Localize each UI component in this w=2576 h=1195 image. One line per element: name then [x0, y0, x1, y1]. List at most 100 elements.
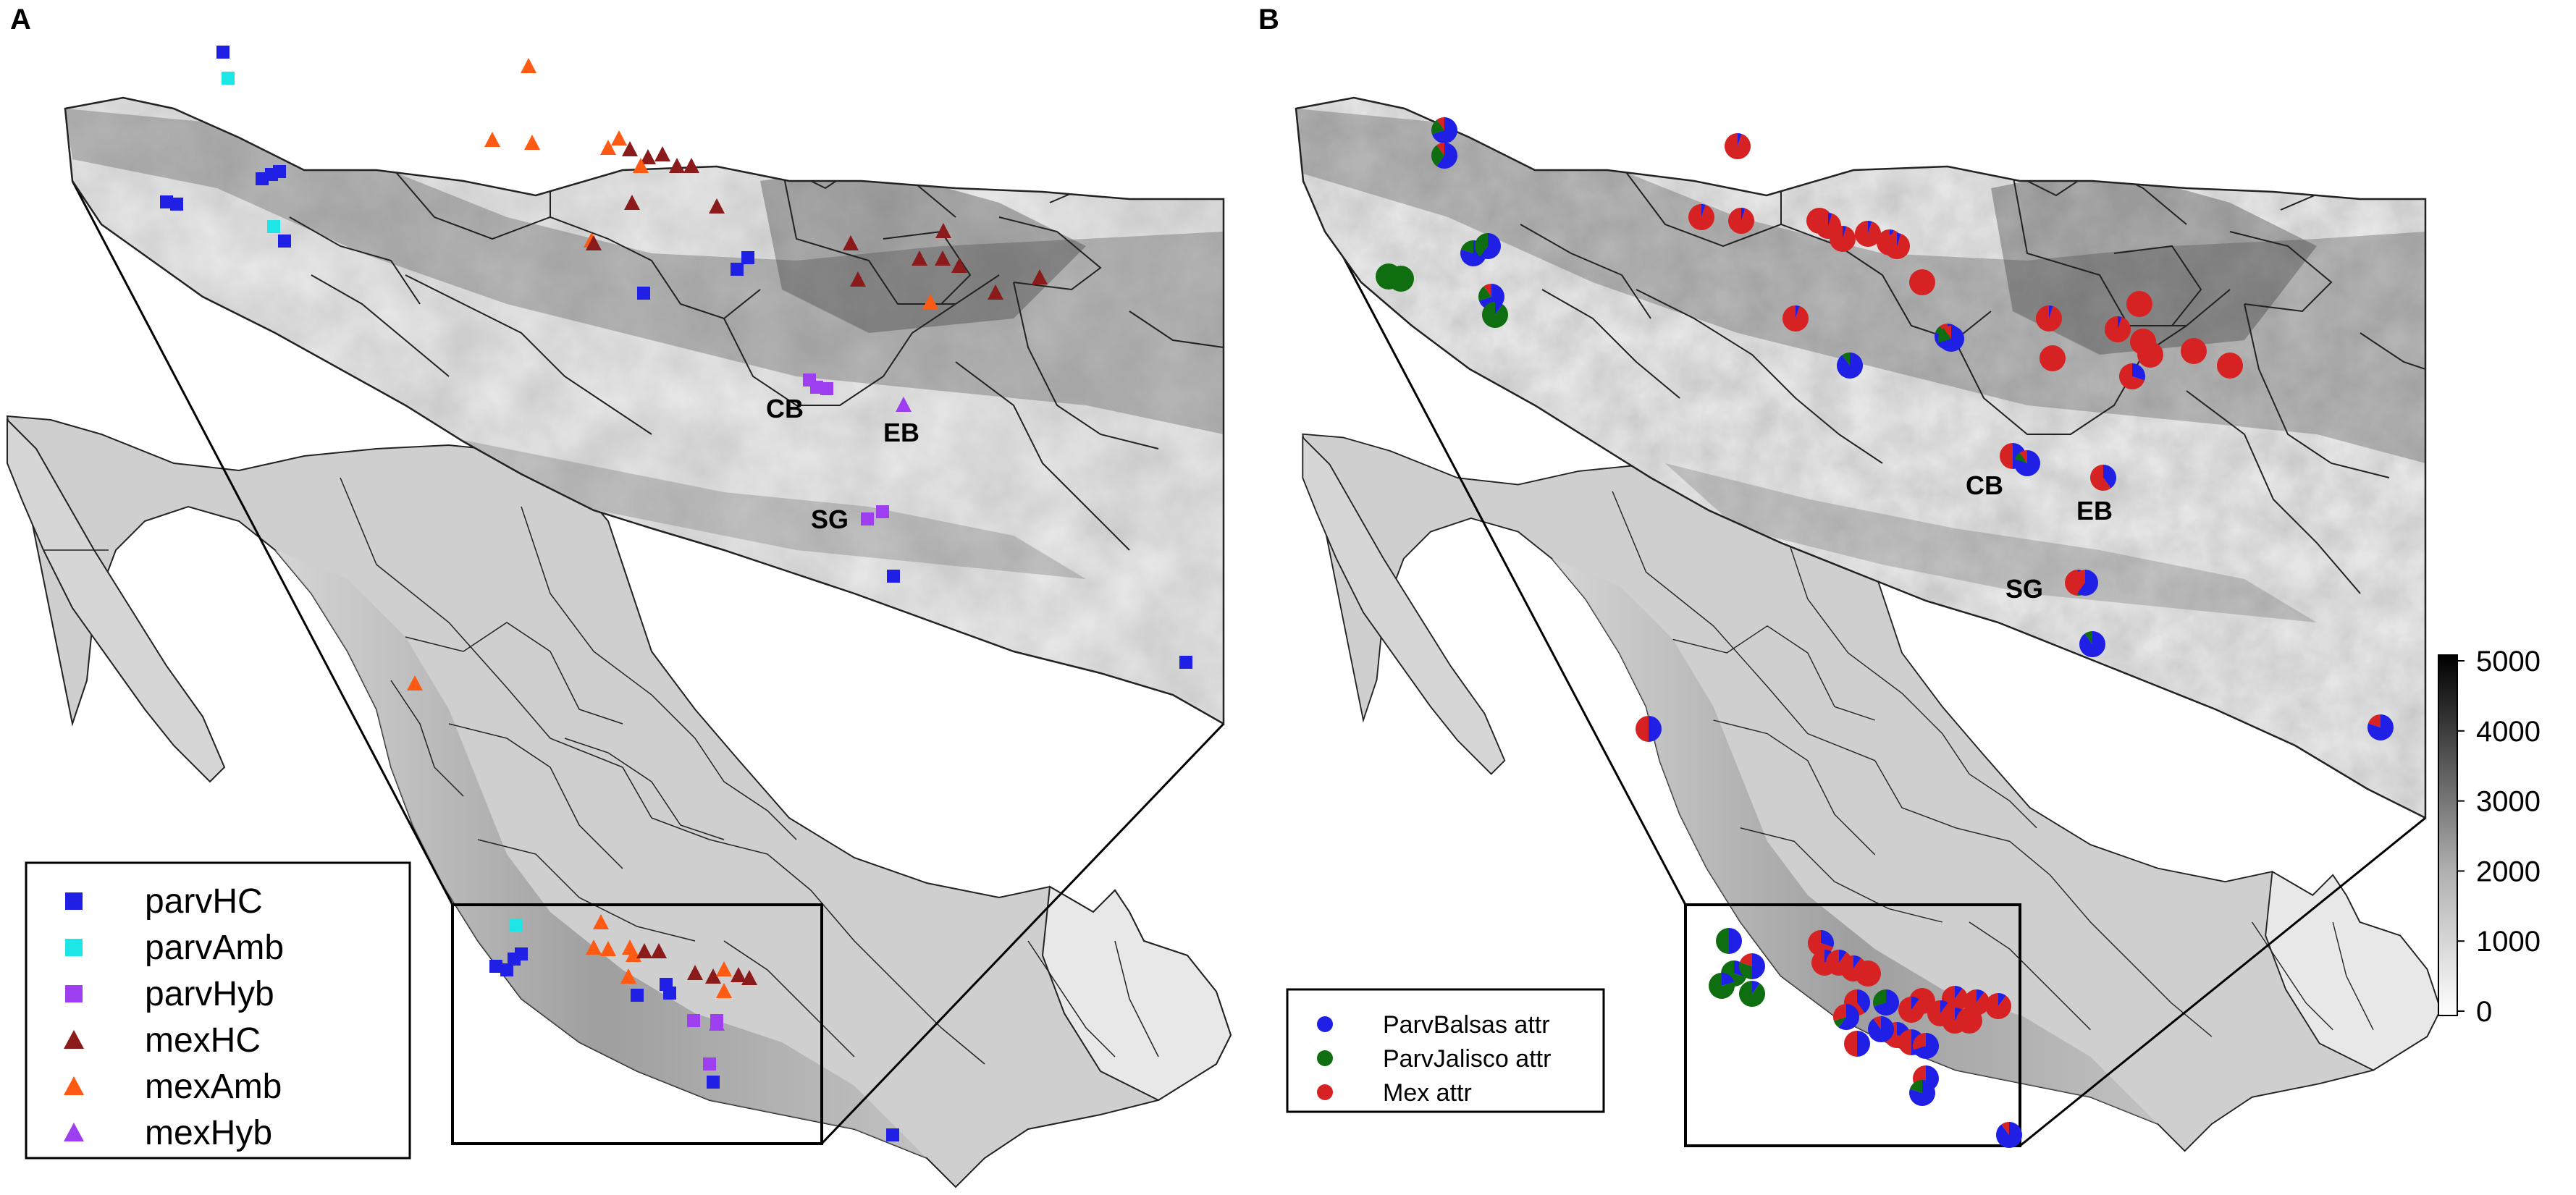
pie-slice [2119, 363, 2145, 389]
pie-marker [1837, 352, 1863, 379]
marker-mexHC [951, 258, 967, 273]
marker-parvHC [278, 235, 291, 248]
pie-slice [1853, 955, 1861, 968]
pie-slice [1482, 302, 1509, 328]
pie-marker [2181, 338, 2207, 364]
legend-b: ParvBalsas attr ParvJalisco attr Mex attr [1286, 988, 1605, 1113]
pie-marker [1909, 269, 1935, 295]
zoom-connector-lines-b [1302, 180, 2426, 1147]
pie-slice [1716, 928, 1729, 954]
marker-parvHC [637, 287, 650, 300]
pie-slice [1897, 233, 1901, 246]
pie-marker [1482, 302, 1509, 328]
pie-slice [1842, 352, 1850, 366]
site-label-sg-b: SG [2005, 574, 2043, 604]
pie-marker [2126, 291, 2152, 317]
pie-slice [1940, 1000, 1948, 1013]
legend-a-label-1: parvAmb [145, 929, 284, 967]
pie-slice [1649, 716, 1662, 742]
pie-slice [1898, 1029, 1911, 1055]
pie-slice [1796, 305, 1800, 318]
pie-marker [1938, 326, 1965, 352]
marker-mexHC [683, 158, 699, 173]
marker-parvAmb [267, 220, 280, 233]
pie-slice [1728, 208, 1754, 234]
pie-marker [1724, 133, 1751, 160]
marker-mexAmb [521, 58, 536, 73]
pie-slice [1909, 269, 1935, 295]
pie-marker [1855, 221, 1881, 247]
pie-marker [1431, 143, 1458, 169]
pie-slice [1388, 266, 1414, 292]
marker-parvHC [1179, 656, 1192, 669]
marker-parvHC [500, 963, 513, 976]
pie-marker [1782, 305, 1809, 332]
pie-slice [1911, 997, 1919, 1010]
marker-parvHC [741, 251, 754, 264]
pie-slice [1868, 1015, 1895, 1042]
pie-marker [1728, 208, 1754, 234]
marker-parvHC [160, 195, 173, 208]
pie-slice [1873, 989, 1886, 1007]
marker-parvHyb [687, 1014, 700, 1027]
marker-mexHC [640, 149, 656, 164]
pie-slice [1833, 1004, 1846, 1021]
zoom-connector-lines-a [71, 180, 1225, 1145]
pie-slice [1956, 1008, 1982, 1034]
pie-slice [1843, 226, 1847, 239]
pie-slice [1752, 981, 1760, 994]
site-label-cb-b: CB [1966, 470, 2003, 500]
pie-slice [1884, 233, 1910, 259]
pie-marker [2079, 631, 2105, 658]
marker-mexHC [636, 943, 652, 958]
marker-parvHC [886, 1128, 899, 1141]
pie-slice [1830, 226, 1856, 253]
pie-slice [1943, 326, 1951, 339]
pie-slice [1938, 326, 1965, 352]
pie-slice [1873, 1016, 1881, 1029]
pie-slice [1985, 993, 2011, 1020]
pie-slice [2103, 465, 2116, 489]
pie-slice [1483, 284, 1491, 297]
pie-marker [2072, 570, 2099, 596]
marker-parvHyb [810, 381, 823, 394]
pie-marker [2119, 363, 2145, 389]
pie-slice [2084, 631, 2092, 644]
colorbar-tick-2000: 2000 [2476, 856, 2541, 887]
marker-mexAmb [524, 135, 540, 150]
pie-slice [1436, 117, 1444, 130]
marker-mexHC [912, 250, 927, 266]
elevation-colorbar: 5000 4000 3000 2000 1000 0 [2438, 646, 2541, 1028]
marker-mexHyb [709, 1015, 725, 1031]
pie-slice [1977, 989, 1984, 1002]
pie-slice [2126, 291, 2152, 317]
marker-mexHC [935, 223, 951, 238]
marker-mexHC [843, 235, 859, 250]
panel-letter-a: A [10, 4, 31, 35]
pie-slice [1998, 993, 2006, 1006]
marker-mexHC [622, 141, 638, 156]
pie-slice [1838, 1004, 1859, 1030]
legend-a-label-3: mexHC [145, 1021, 261, 1060]
legend-a: parvHC parvAmb parvHyb mexHC mexAmb mexHyb [25, 861, 411, 1160]
pie-marker [2105, 316, 2131, 342]
pie-slice [2000, 443, 2013, 469]
pie-slice [1475, 233, 1488, 257]
zoom-region-box-b [1684, 903, 2021, 1147]
pie-marker [1833, 1004, 1859, 1030]
pie-slice [1873, 989, 1900, 1016]
marker-mexHC [1032, 269, 1048, 284]
legend-a-label-2: parvHyb [145, 975, 274, 1013]
pie-slice [1857, 989, 1870, 1013]
marker-mexAmb [716, 983, 732, 998]
marker-mexHC [731, 967, 746, 982]
pie-marker [1739, 953, 1765, 979]
pie-marker [1475, 233, 1501, 260]
legend-b-label-2: Mex attr [1383, 1079, 1472, 1107]
pie-slice [1868, 221, 1872, 234]
markers-panel-a [160, 46, 1192, 1141]
pie-slice [2014, 452, 2027, 463]
pie-slice [1701, 204, 1706, 217]
marker-parvHC [170, 198, 183, 211]
